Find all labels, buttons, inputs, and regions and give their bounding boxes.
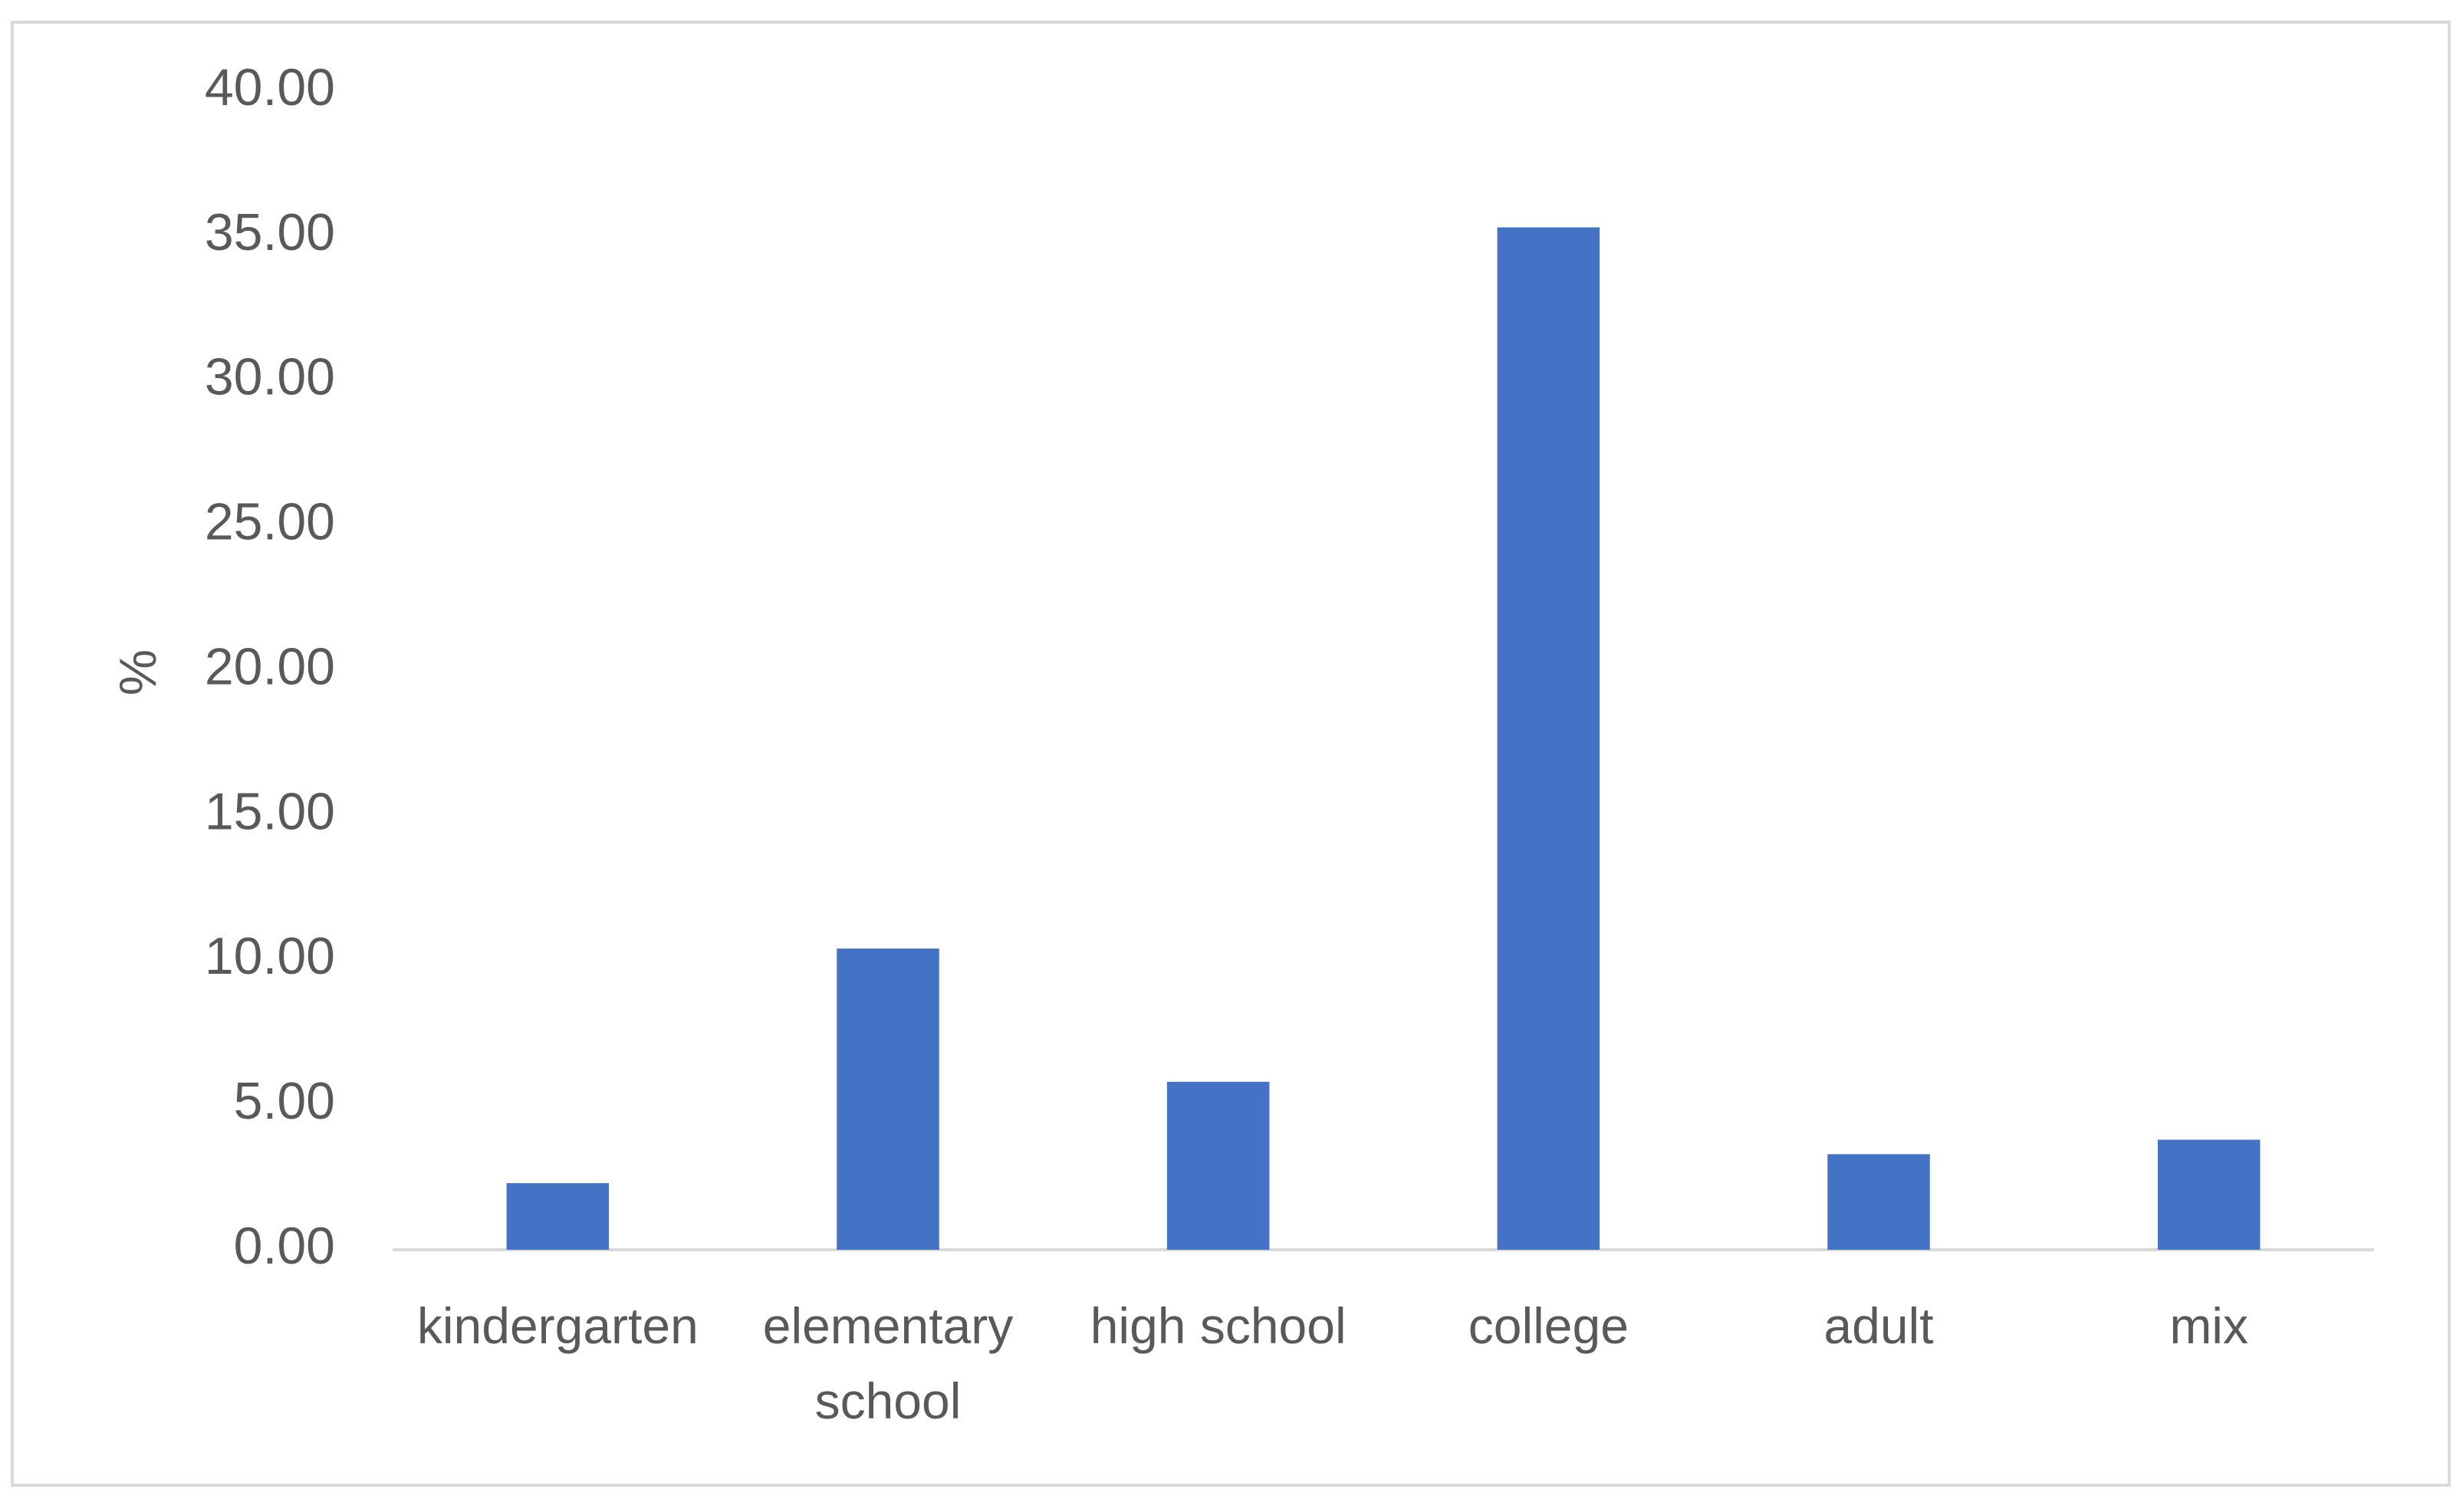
y-tick-label: 20.00 (205, 637, 335, 695)
bar (837, 948, 939, 1250)
y-tick-label: 15.00 (205, 782, 335, 840)
x-tick-label: kindergarten (416, 1297, 699, 1354)
chart-frame (11, 21, 2451, 1487)
x-tick-label: elementary school (762, 1297, 1014, 1429)
x-tick-label: high school (1090, 1297, 1347, 1354)
y-tick-label: 5.00 (234, 1072, 335, 1130)
bar (1497, 227, 1600, 1251)
x-tick-label: adult (1823, 1297, 1934, 1354)
bar (506, 1183, 610, 1250)
bar (1827, 1154, 1930, 1250)
y-tick-label: 0.00 (234, 1217, 335, 1275)
bar (2157, 1139, 2261, 1250)
y-tick-label: 35.00 (205, 203, 335, 261)
y-tick-label: 40.00 (205, 58, 335, 117)
y-tick-label: 25.00 (205, 493, 335, 551)
y-tick-label: 30.00 (205, 348, 335, 406)
bar (1166, 1081, 1270, 1250)
x-tick-label: mix (2169, 1297, 2248, 1354)
y-axis-label: % (109, 649, 167, 695)
y-tick-label: 10.00 (205, 927, 335, 985)
x-tick-label: college (1468, 1297, 1629, 1354)
